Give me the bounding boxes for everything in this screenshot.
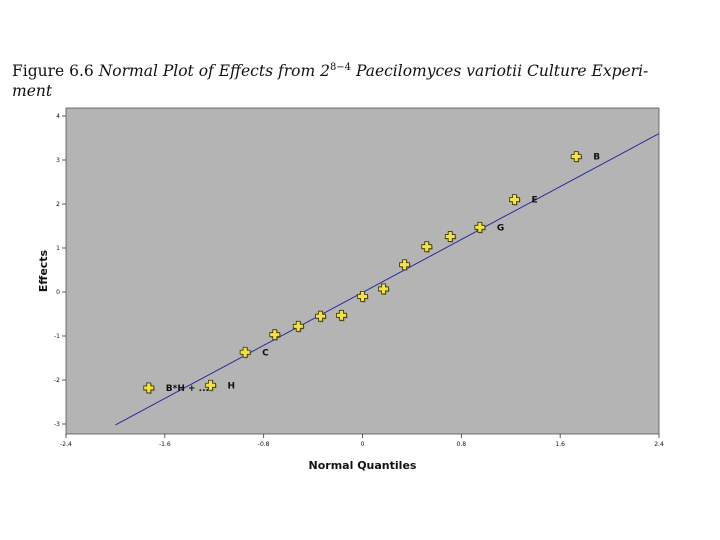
x-tick-label: -0.8 — [258, 441, 270, 448]
data-point-marker — [336, 309, 347, 321]
data-point — [315, 310, 327, 323]
point-label: H — [228, 381, 236, 391]
data-point — [205, 379, 217, 392]
point-label: C — [262, 348, 269, 358]
x-tick-label: 2.4 — [654, 441, 664, 448]
data-point-marker — [421, 241, 433, 253]
data-point — [399, 259, 411, 271]
y-tick-label: 0 — [56, 289, 60, 296]
y-tick-label: -3 — [54, 421, 60, 428]
y-tick-label: 2 — [56, 201, 60, 208]
x-tick-label: -2.4 — [60, 441, 72, 448]
data-point — [292, 320, 305, 333]
fit-line — [115, 133, 660, 426]
data-point-marker — [357, 290, 368, 302]
data-point-marker — [378, 283, 389, 295]
y-tick-label: 1 — [56, 245, 60, 252]
data-point — [444, 231, 457, 243]
data-point — [336, 309, 348, 322]
data-point-marker — [269, 329, 281, 341]
data-point-marker — [292, 320, 304, 332]
x-tick-label: 1.6 — [555, 441, 565, 448]
data-point-marker — [205, 379, 216, 391]
data-point — [421, 241, 433, 253]
data-point-marker — [143, 382, 155, 394]
data-point — [509, 194, 521, 206]
y-tick-label: 3 — [56, 157, 60, 164]
data-point — [143, 382, 155, 394]
data-point-marker — [315, 310, 326, 322]
point-label: B*H + ... — [166, 384, 209, 394]
caption-prefix: Figure 6.6 — [12, 62, 99, 81]
y-tick-label: 4 — [56, 113, 60, 120]
data-point-marker — [474, 221, 486, 233]
data-point — [357, 290, 369, 303]
caption-title-continuation: ment — [12, 82, 53, 101]
data-point — [269, 329, 281, 341]
data-point-marker — [239, 346, 251, 358]
x-tick-label: 0.8 — [457, 441, 467, 448]
y-axis-label: Effects — [37, 249, 50, 292]
data-point-marker — [444, 231, 456, 242]
y-tick-label: -1 — [54, 333, 60, 340]
point-label: E — [531, 196, 537, 206]
data-point — [378, 283, 390, 295]
data-point-marker — [570, 151, 582, 162]
x-axis-label: Normal Quantiles — [309, 459, 417, 472]
figure-caption: Figure 6.6 Normal Plot of Effects from 2… — [12, 58, 702, 101]
y-tick-label: -2 — [54, 377, 60, 384]
data-point — [570, 151, 583, 163]
data-point — [239, 346, 252, 359]
x-tick-label: -1.6 — [159, 441, 171, 448]
data-point-marker — [509, 194, 520, 206]
point-label: G — [497, 223, 504, 233]
data-point-marker — [399, 259, 410, 271]
plot-area — [65, 107, 660, 435]
data-point — [474, 221, 486, 234]
caption-title-rest: Paecilomyces variotii Culture Experi- — [351, 62, 649, 81]
caption-title: Normal Plot of Effects from 2 — [98, 62, 330, 81]
point-label: B — [593, 152, 600, 162]
caption-exponent: 8−4 — [329, 62, 352, 73]
x-tick-label: 0 — [361, 441, 365, 448]
